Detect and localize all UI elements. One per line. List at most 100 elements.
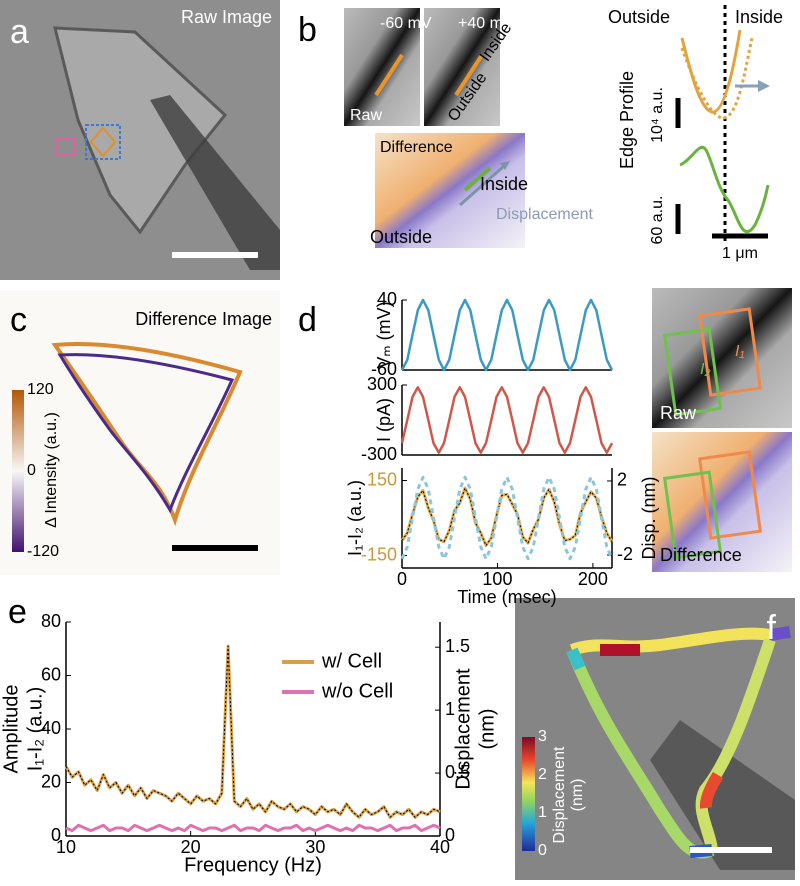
y-tick-label: 150 [367, 469, 397, 489]
legend-label: w/o Cell [321, 680, 393, 702]
cell [53, 26, 228, 235]
roi-label: I₁ [735, 343, 745, 360]
y-tick-label: 40 [41, 718, 61, 738]
pipette [150, 95, 280, 270]
image-title: Difference Image [135, 309, 272, 329]
y-tick-label: 0 [51, 825, 61, 845]
scale-label: 60 a.u. [649, 196, 666, 245]
roi-box [662, 327, 723, 417]
image-label: Raw [660, 403, 697, 423]
colorbar-ticks: 0 1 2 3 [538, 728, 547, 859]
difference-crop [375, 133, 525, 248]
y-tick-label: -150 [361, 544, 397, 564]
colorbar [12, 390, 24, 552]
y2-tick-label: 1.5 [445, 636, 470, 656]
panel-c: c Difference Image 120 0 -120 Δ Intensity … [0, 290, 280, 575]
panel-a: a Raw Image [0, 0, 280, 280]
arrowhead [758, 80, 770, 92]
axis-label: I (pA) [374, 398, 394, 442]
colorbar-ticks: 120 0 -120 [27, 381, 59, 560]
scale-label: 1 μm [722, 245, 758, 262]
series-line [400, 486, 614, 547]
image-label: +40 mV [458, 15, 514, 32]
x-tick-label: 20 [181, 837, 201, 857]
y2-tick-label: 0.5 [445, 762, 470, 782]
displacement-outline [699, 771, 724, 809]
panel-label: e [8, 593, 27, 631]
x-tick-label: 100 [482, 569, 512, 589]
axis-label: Frequency (Hz) [184, 854, 322, 876]
panel-b: b -60 mV +40 mV Raw Inside Outside Diffe… [298, 5, 783, 262]
x-tick-label: 40 [430, 837, 450, 857]
x-tick-label: 0 [397, 569, 407, 589]
series-line [400, 475, 614, 561]
panel-label: c [10, 301, 27, 339]
panel-label: f [767, 609, 777, 647]
profile-line [463, 166, 492, 192]
image-label: Raw [350, 107, 382, 124]
series-line [64, 644, 441, 819]
raw-crop [424, 8, 500, 126]
y-tick-label: 60 [41, 664, 61, 684]
x-tick-label: 30 [305, 837, 325, 857]
axis-label: Amplitude [0, 685, 22, 774]
profile-curve [680, 29, 742, 114]
displacement-outline [769, 626, 791, 641]
y2-tick-label: 2 [617, 470, 627, 490]
colorbar-label: Δ Intensity (a.u.) [43, 412, 60, 528]
profile-curve [679, 145, 770, 234]
colorbar-tick-label: 0 [27, 462, 36, 479]
panel-f: f 0 1 2 3 Displacement (nm) [515, 598, 795, 880]
roi-box [697, 450, 763, 540]
y-tick-label: 300 [367, 374, 397, 394]
panel-label: a [10, 13, 29, 51]
y2-tick-label: -2 [617, 544, 633, 564]
axis-label: Time (msec) [457, 587, 556, 607]
y2-tick-label: 1 [445, 699, 455, 719]
cell-outline [57, 353, 235, 514]
colorbar-tick-label: -120 [27, 543, 59, 560]
profile-curve [680, 37, 754, 120]
profile-line [374, 53, 404, 97]
image-title: Raw Image [181, 7, 272, 27]
image-label: Inside [480, 174, 528, 194]
axis-label: I₁-I₂ (a.u.) [24, 687, 46, 772]
axis-label: Displacement [452, 668, 474, 790]
y-tick-label: 20 [41, 771, 61, 791]
profile-label: Outside [608, 7, 670, 27]
image-label: -60 mV [380, 15, 432, 32]
pipette [650, 720, 795, 870]
axis-label: (nm) [476, 708, 498, 749]
colorbar-tick-label: 1 [538, 804, 547, 821]
colorbar-label: Displacement [551, 746, 568, 843]
y2-tick-label: 0 [445, 825, 455, 845]
colorbar-tick-label: 2 [538, 766, 547, 783]
colorbar-label: (nm) [569, 779, 586, 812]
difference-image [0, 290, 280, 575]
roi-box [697, 307, 763, 397]
profile-ylabel: Edge Profile [617, 71, 637, 169]
roi-box [56, 137, 75, 156]
series-line [65, 823, 441, 833]
image-label: Outside [370, 227, 432, 247]
axis-label: Disp. (nm) [639, 476, 659, 559]
axis-label: I₁-I₂ (a.u.) [345, 480, 365, 556]
displacement-outline [569, 627, 771, 656]
colorbar-tick-label: 3 [538, 728, 547, 745]
scale-label: 10⁴ a.u. [649, 87, 666, 143]
roi-label: I₂ [700, 361, 711, 378]
y-tick-label: 40 [377, 289, 397, 309]
colorbar-tick-label: 120 [27, 381, 54, 398]
colorbar-tick-label: 0 [538, 842, 547, 859]
raw-crop [344, 8, 420, 126]
y-tick-label: -300 [361, 444, 397, 464]
panel-label: b [298, 11, 317, 49]
y-tick-label: 80 [41, 611, 61, 631]
displacement-outline [566, 647, 586, 671]
series-line [400, 298, 614, 372]
colorbar [522, 737, 535, 851]
image-label: Difference [660, 545, 742, 565]
roi-box [662, 470, 723, 560]
legend-label: w/ Cell [321, 650, 382, 672]
y-tick-label: -60 [371, 359, 397, 379]
